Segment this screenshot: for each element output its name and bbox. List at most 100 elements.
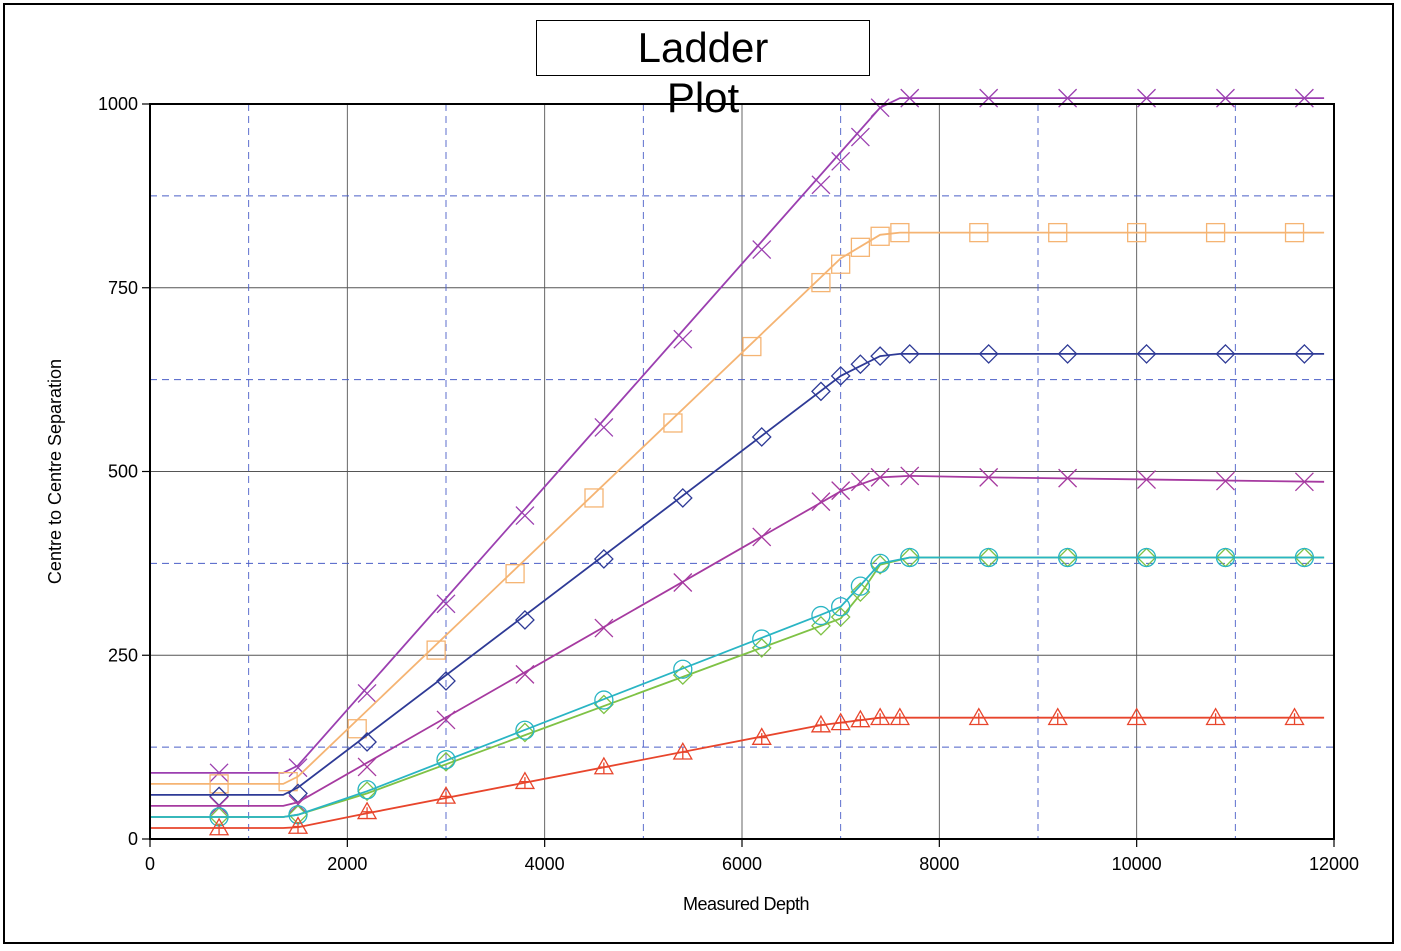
series-6-marker <box>979 547 999 568</box>
series-7-marker <box>435 786 457 804</box>
series-4-line <box>150 474 1325 807</box>
chart-title-line-1: Ladder <box>637 24 769 71</box>
series-4-marker <box>1216 471 1235 491</box>
series-6-marker <box>1136 547 1157 568</box>
series-7-marker <box>968 707 989 726</box>
series-1-marker <box>850 127 870 147</box>
series-4-marker <box>850 472 870 492</box>
x-tick-label: 4000 <box>525 854 565 874</box>
series-3-marker <box>1057 343 1078 364</box>
series-7-marker <box>850 709 871 728</box>
series-6-marker <box>436 749 456 770</box>
series-1-line <box>150 97 1325 774</box>
series-3-marker <box>811 381 831 402</box>
series-1-marker <box>288 758 308 778</box>
series-2-marker <box>811 272 831 293</box>
x-tick-label: 2000 <box>327 854 367 874</box>
series-7 <box>150 707 1325 836</box>
series-7-marker <box>751 727 772 745</box>
x-tick-label: 8000 <box>919 854 959 874</box>
series-7-marker <box>830 712 851 731</box>
series-1-marker <box>870 98 890 118</box>
series-4-marker <box>979 467 999 487</box>
series-3-marker <box>870 346 891 367</box>
series-7-marker <box>1205 707 1226 726</box>
series-7-marker <box>1126 707 1147 726</box>
series-6-marker <box>1057 547 1078 568</box>
series-7-marker <box>889 707 910 726</box>
series-1-marker <box>436 594 456 614</box>
series-7-marker <box>593 756 614 775</box>
series-7-marker <box>870 707 891 726</box>
series-2-marker <box>890 222 910 243</box>
series-2-marker <box>870 226 890 246</box>
series-6-marker <box>752 629 772 649</box>
series-1-marker <box>831 151 851 171</box>
series-3-marker <box>357 732 377 752</box>
series-4-marker <box>900 466 920 486</box>
series-2-line <box>150 231 1325 785</box>
series-4-marker <box>357 757 377 777</box>
y-tick-label: 0 <box>128 829 138 849</box>
series-3-marker <box>436 671 456 691</box>
x-tick-label: 6000 <box>722 854 762 874</box>
y-axis-title: Centre to Centre Separation <box>45 359 65 584</box>
series-3-marker <box>751 427 772 447</box>
series-1-marker <box>752 240 772 259</box>
series-2-marker <box>969 222 989 243</box>
series-2-marker <box>278 772 298 792</box>
series-1-marker <box>594 417 614 437</box>
series-5-marker <box>515 722 535 743</box>
series-6-marker <box>515 720 535 740</box>
series-6-marker <box>811 605 831 626</box>
y-tick-label: 500 <box>108 462 138 482</box>
series-2-marker <box>663 413 683 433</box>
y-tick-label: 1000 <box>98 94 138 114</box>
series-3-marker <box>978 343 999 364</box>
series-3-marker <box>593 549 614 569</box>
series-6-marker <box>357 780 377 800</box>
x-axis-title: Measured Depth <box>683 894 809 914</box>
series-2-marker <box>742 336 762 357</box>
x-tick-label: 12000 <box>1309 854 1359 874</box>
series-7-marker <box>208 817 230 836</box>
chart-title-line-2: Plot <box>666 74 740 121</box>
series-4-marker <box>209 796 229 816</box>
series-4-marker <box>515 664 535 684</box>
series-4-marker <box>831 481 851 501</box>
series-3-marker <box>899 343 920 364</box>
series-4-marker <box>870 467 890 487</box>
series-6-marker <box>850 576 871 596</box>
series-7-marker <box>1284 707 1305 726</box>
series-2-marker <box>347 719 367 739</box>
series-6-marker <box>870 553 890 574</box>
series-2-marker <box>1205 222 1226 243</box>
series-4 <box>150 466 1325 816</box>
series-2-marker <box>850 237 871 257</box>
series-4-marker <box>436 710 456 730</box>
series-6-line <box>150 556 1325 818</box>
series-3-marker <box>1294 343 1315 364</box>
series-2-marker <box>1048 222 1068 243</box>
tick-labels: 0 2000 4000 6000 8000 10000 12000 0 250 500 750 100… <box>98 94 1359 874</box>
series-3 <box>150 343 1325 807</box>
series-1-marker <box>515 506 535 526</box>
series-7-marker <box>356 801 378 820</box>
y-tick-label: 750 <box>108 278 138 298</box>
series-7-marker <box>1047 707 1068 726</box>
series-4-marker <box>288 794 308 814</box>
series-7-marker <box>810 714 832 733</box>
series-5-marker <box>850 582 871 602</box>
series-1 <box>150 88 1325 783</box>
series-2-marker <box>584 488 604 508</box>
series-6-marker <box>673 659 693 679</box>
series-2-marker <box>209 774 229 794</box>
series-4-marker <box>1058 468 1078 488</box>
series-5-marker <box>672 665 693 686</box>
series-3-marker <box>1136 343 1157 364</box>
series-1-marker <box>209 763 229 783</box>
series-2 <box>150 222 1325 794</box>
series-4-marker <box>811 492 831 512</box>
series-7-marker <box>672 741 693 760</box>
